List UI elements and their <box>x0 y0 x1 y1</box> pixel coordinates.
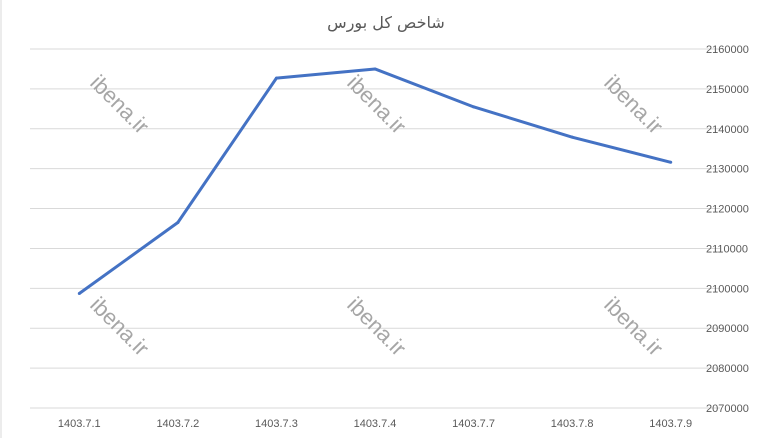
data-point <box>472 105 476 109</box>
data-point <box>669 160 673 164</box>
y-tick-label: 2090000 <box>706 323 749 335</box>
data-point <box>176 221 180 225</box>
y-tick-label: 2120000 <box>706 204 749 216</box>
x-tick-label: 1403.7.7 <box>452 418 495 430</box>
y-tick-label: 2130000 <box>706 164 749 176</box>
y-tick-label: 2140000 <box>706 124 749 136</box>
x-tick-label: 1403.7.9 <box>649 418 692 430</box>
y-tick-label: 2100000 <box>706 283 749 295</box>
y-tick-label: 2150000 <box>706 84 749 96</box>
x-tick-label: 1403.7.4 <box>354 418 397 430</box>
x-tick-label: 1403.7.1 <box>58 418 101 430</box>
y-tick-label: 2070000 <box>706 403 749 415</box>
data-point <box>77 292 81 296</box>
y-tick-label: 2110000 <box>706 243 748 255</box>
y-tick-label: 2080000 <box>706 363 749 375</box>
data-point <box>274 76 278 80</box>
x-tick-label: 1403.7.8 <box>551 418 594 430</box>
x-tick-label: 1403.7.3 <box>255 418 298 430</box>
x-tick-label: 1403.7.2 <box>156 418 199 430</box>
data-point <box>570 135 574 139</box>
chart-title: شاخص کل بورس <box>327 13 445 33</box>
data-point <box>373 67 377 71</box>
y-tick-label: 2160000 <box>706 44 749 56</box>
